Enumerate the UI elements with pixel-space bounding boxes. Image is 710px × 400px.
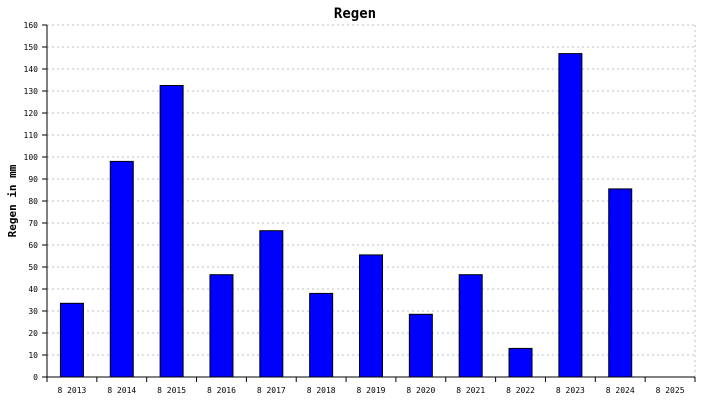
axes <box>42 24 696 382</box>
y-tick-label: 110 <box>24 131 39 140</box>
x-tick-label: 8 2019 <box>357 386 386 395</box>
bar <box>558 53 583 378</box>
y-tick-label: 140 <box>24 65 39 74</box>
x-tick-label: 8 2025 <box>656 386 685 395</box>
bar <box>259 230 284 378</box>
bars <box>59 53 633 378</box>
x-tick-label: 8 2020 <box>406 386 435 395</box>
x-tick-label: 8 2016 <box>207 386 236 395</box>
y-tick-label: 120 <box>24 109 39 118</box>
y-tick-label: 30 <box>28 307 38 316</box>
y-tick-label: 0 <box>33 373 38 382</box>
bar <box>508 347 533 378</box>
x-tick-label: 8 2014 <box>107 386 136 395</box>
y-tick-labels: 0 10 20 30 40 50 60 70 80 90 100 110 120 130 140 150 160 <box>24 21 39 382</box>
y-tick-label: 80 <box>28 197 38 206</box>
y-tick-label: 70 <box>28 219 38 228</box>
y-tick-label: 20 <box>28 329 38 338</box>
bar <box>209 274 234 378</box>
bar <box>109 160 134 378</box>
bar <box>359 254 383 378</box>
x-tick-label: 8 2024 <box>606 386 635 395</box>
x-tick-label: 8 2013 <box>57 386 86 395</box>
x-tick-label: 8 2022 <box>506 386 535 395</box>
grid-lines <box>47 24 696 377</box>
y-tick-label: 60 <box>28 241 38 250</box>
y-tick-label: 160 <box>24 21 39 30</box>
x-tick-label: 8 2023 <box>556 386 585 395</box>
bar <box>59 302 84 378</box>
y-tick-label: 150 <box>24 43 39 52</box>
y-tick-label: 10 <box>28 351 38 360</box>
bar <box>458 274 483 378</box>
x-tick-label: 8 2018 <box>307 386 336 395</box>
y-tick-label: 40 <box>28 285 38 294</box>
bar <box>309 292 334 378</box>
x-tick-labels: 8 2013 8 2014 8 2015 8 2016 8 2017 8 2018 8 20… <box>57 386 684 395</box>
x-tick-label: 8 2015 <box>157 386 186 395</box>
y-tick-label: 130 <box>24 87 39 96</box>
x-tick-label: 8 2021 <box>456 386 485 395</box>
y-tick-label: 90 <box>28 175 38 184</box>
x-tick-label: 8 2017 <box>257 386 286 395</box>
bar <box>608 188 633 378</box>
bar <box>408 313 433 378</box>
bar <box>159 85 184 378</box>
y-axis-label: Regen in mm <box>6 164 19 237</box>
y-tick-label: 100 <box>24 153 39 162</box>
chart-title: Regen <box>334 6 376 22</box>
y-tick-label: 50 <box>28 263 38 272</box>
